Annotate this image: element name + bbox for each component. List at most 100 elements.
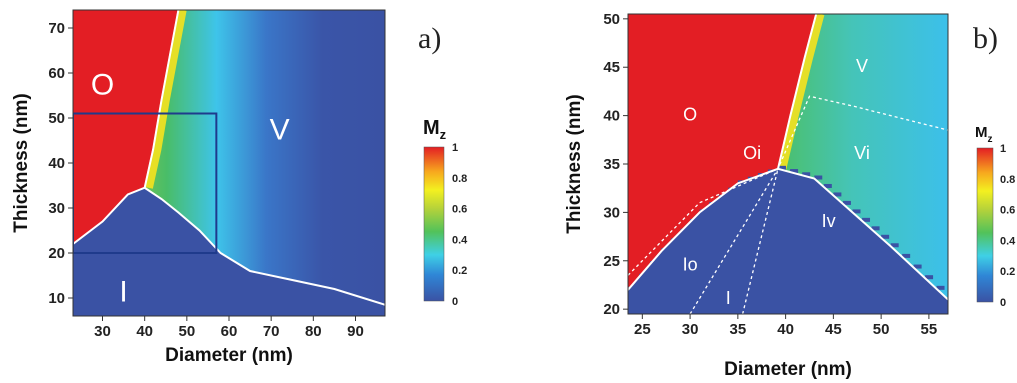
plot-area: O V Oi Vi Io Iv I: [628, 14, 948, 314]
x-tick-label: 25: [634, 321, 651, 338]
boundary-step: [690, 219, 699, 224]
boundary-step: [802, 172, 811, 177]
boundary-step: [814, 175, 823, 180]
boundary-step: [925, 275, 934, 280]
boundary-step: [670, 238, 679, 243]
zoom-inset-box: [73, 112, 218, 254]
in-plane-region: [628, 168, 948, 314]
colorbar: [976, 147, 994, 303]
x-tick-label: 80: [305, 323, 322, 340]
phase-boundary-dotted-2: [741, 168, 779, 314]
y-tick-label: 45: [603, 59, 620, 76]
boundary-step: [728, 187, 737, 192]
region-label: I: [726, 288, 731, 308]
panel-letter: a): [418, 22, 441, 55]
colorbar-tick-label: 0: [452, 296, 458, 308]
phase-boundary-in-plane-top: [73, 186, 385, 306]
y-tick-label: 30: [48, 200, 65, 217]
x-tick-label: 50: [873, 321, 890, 338]
y-tick-label: 50: [48, 110, 65, 127]
x-axis-label: Diameter (nm): [165, 345, 293, 366]
y-tick-label: 35: [603, 156, 620, 173]
boundary-step: [650, 261, 659, 265]
onion-region: [628, 14, 817, 290]
colorbar-title: Mz: [975, 124, 993, 145]
region-label: O: [683, 104, 697, 124]
colorbar-title-subscript: z: [988, 134, 993, 145]
region-label: Vi: [854, 143, 870, 163]
phase-boundary-metastable-onion: [628, 95, 948, 276]
colorbar-tick-label: 0.6: [452, 204, 467, 216]
boundary-step: [842, 200, 851, 205]
plot-area: O V I: [73, 10, 385, 316]
colorbar: [423, 146, 445, 302]
x-tick-label: 50: [178, 323, 195, 340]
colorbar-tick-label: 0.8: [452, 173, 467, 185]
colorbar-title-subscript: z: [440, 127, 447, 142]
boundary-step: [902, 253, 911, 258]
region-label: V: [270, 113, 290, 146]
colorbar-tick-label: 0.6: [1000, 205, 1015, 217]
colorbar-tick-label: 0.8: [1000, 174, 1015, 186]
y-tick-label: 20: [48, 245, 65, 262]
transition-band: [777, 14, 825, 170]
boundary-step: [833, 192, 842, 197]
x-tick-label: 40: [136, 323, 153, 340]
x-tick-label: 60: [221, 323, 238, 340]
x-tick-label: 90: [347, 323, 364, 340]
colorbar-tick-label: 0.2: [452, 265, 467, 277]
x-tick-label: 55: [921, 321, 938, 338]
transition-band: [144, 10, 187, 189]
y-tick-label: 50: [603, 11, 620, 28]
boundary-step: [680, 228, 689, 233]
y-tick-label: 30: [603, 204, 620, 221]
panel-b: O V Oi Vi Io Iv I 25 30 35 40 45 50 55 20 25 30 35 40 45 50 D…: [564, 11, 1016, 380]
colorbar-title-main: M: [975, 124, 988, 141]
boundary-step: [777, 165, 786, 170]
y-axis-label: Thickness (nm): [11, 93, 32, 232]
colorbar-tick-label: 0: [1000, 297, 1006, 309]
y-tick-label: 40: [48, 155, 65, 172]
boundary-step: [628, 286, 636, 291]
boundary-step: [790, 169, 799, 174]
region-label: O: [91, 68, 114, 101]
x-tick-label: 45: [825, 321, 842, 338]
colorbar-tick-label: 0.2: [1000, 266, 1015, 278]
region-label: I: [119, 275, 127, 308]
boundary-step: [890, 243, 899, 248]
y-axis-label: Thickness (nm): [564, 94, 585, 233]
boundary-step: [852, 209, 861, 214]
x-tick-label: 35: [730, 321, 747, 338]
x-tick-label: 40: [777, 321, 794, 338]
phase-boundary-vortex-onion: [143, 10, 180, 188]
colorbar-title: Mz: [423, 117, 447, 142]
boundary-step: [936, 285, 945, 290]
region-label: Oi: [743, 143, 761, 163]
x-axis-label: Diameter (nm): [724, 359, 852, 380]
boundary-step: [639, 273, 648, 278]
y-tick-label: 20: [603, 301, 620, 318]
boundary-step: [699, 209, 708, 214]
region-label: Iv: [822, 211, 836, 231]
y-tick-label: 60: [48, 65, 65, 82]
colorbar-tick-label: 0.4: [1000, 235, 1016, 247]
x-tick-label: 30: [682, 321, 699, 338]
boundary-step: [913, 264, 922, 269]
y-tick-label: 40: [603, 108, 620, 125]
y-tick-label: 10: [48, 290, 65, 307]
boundary-step: [718, 194, 727, 199]
boundary-step: [661, 248, 670, 253]
colorbar-title-main: M: [423, 117, 440, 139]
boundary-step: [862, 217, 871, 222]
panel-letter: b): [973, 22, 998, 55]
region-label: V: [856, 56, 868, 76]
x-tick-label: 30: [94, 323, 111, 340]
boundary-step: [871, 226, 880, 231]
colorbar-tick-label: 1: [452, 142, 458, 154]
y-tick-label: 70: [48, 20, 65, 37]
y-tick-label: 25: [603, 253, 620, 270]
phase-boundary-vortex-onion: [776, 14, 818, 170]
colorbar-tick-label: 0.4: [452, 234, 468, 246]
